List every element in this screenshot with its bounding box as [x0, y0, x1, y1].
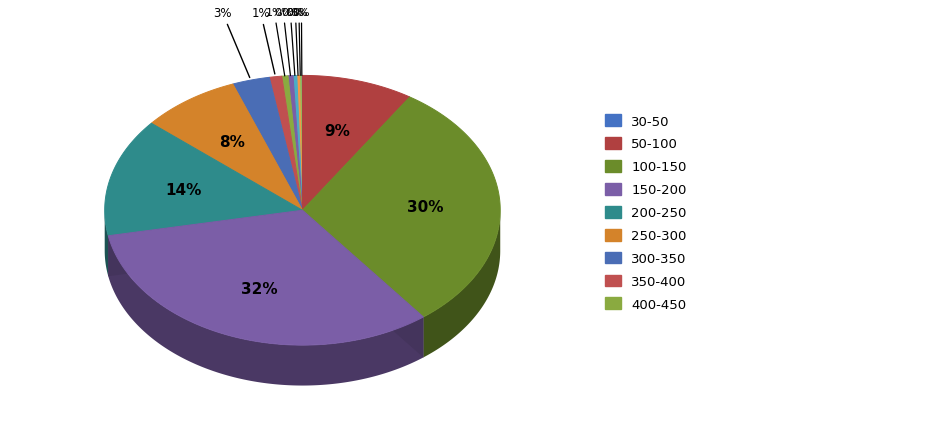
Text: 0%: 0% [290, 9, 307, 76]
Text: 30%: 30% [406, 200, 443, 215]
Text: 3%: 3% [212, 7, 250, 78]
Polygon shape [105, 211, 109, 276]
Text: 0%: 0% [286, 9, 304, 76]
Polygon shape [293, 76, 302, 211]
Polygon shape [109, 211, 302, 276]
Polygon shape [302, 76, 409, 211]
Polygon shape [300, 76, 302, 211]
Polygon shape [299, 76, 302, 211]
Text: 1%: 1% [265, 9, 285, 77]
Polygon shape [302, 98, 500, 317]
Polygon shape [269, 77, 302, 211]
Text: 14%: 14% [166, 182, 202, 197]
Polygon shape [302, 211, 423, 357]
Polygon shape [287, 76, 302, 211]
Polygon shape [297, 76, 302, 211]
Polygon shape [423, 212, 500, 357]
Polygon shape [109, 211, 423, 345]
Text: 0%: 0% [274, 9, 292, 76]
Text: 0%: 0% [292, 9, 310, 76]
Polygon shape [282, 77, 302, 211]
Text: 1%: 1% [251, 7, 274, 75]
Polygon shape [152, 85, 302, 211]
Text: 32%: 32% [241, 281, 277, 296]
Polygon shape [232, 78, 302, 211]
Legend: 30-50, 50-100, 100-150, 150-200, 200-250, 250-300, 300-350, 350-400, 400-450: 30-50, 50-100, 100-150, 150-200, 200-250… [599, 109, 692, 317]
Text: 0%: 0% [281, 9, 299, 76]
Text: 8%: 8% [219, 135, 244, 150]
Polygon shape [109, 236, 423, 386]
Polygon shape [109, 211, 302, 276]
Polygon shape [105, 124, 302, 236]
Text: 9%: 9% [324, 123, 350, 138]
Polygon shape [302, 211, 423, 357]
